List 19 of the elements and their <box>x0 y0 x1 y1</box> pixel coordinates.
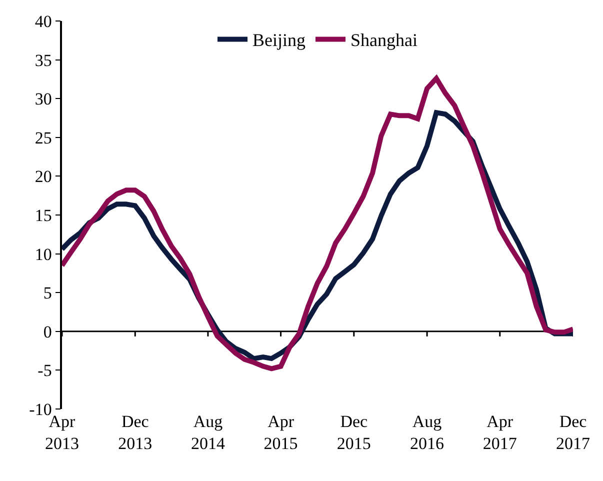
x-tick-label: Dec 2015 <box>336 412 371 454</box>
y-tick-label: 10 <box>34 244 52 264</box>
y-tick-label: -5 <box>38 361 52 380</box>
y-tick-label: 40 <box>34 12 52 31</box>
y-tick-label: 0 <box>43 322 52 342</box>
legend-label: Shanghai <box>350 30 418 50</box>
y-tick-label: 25 <box>34 128 52 148</box>
legend-label: Beijing <box>252 30 306 50</box>
x-tick-label: Apr 2015 <box>264 412 298 454</box>
y-tick-label: 15 <box>34 206 52 225</box>
x-tick-label: Dec 2013 <box>118 412 152 454</box>
y-tick-label: 20 <box>34 167 52 186</box>
x-tick-label: Aug 2014 <box>190 412 226 454</box>
x-tick-label: Aug 2016 <box>410 412 444 454</box>
y-tick-label: 5 <box>43 284 52 303</box>
x-tick-label: Dec 2017 <box>556 412 590 454</box>
x-tick-label: Apr 2017 <box>482 412 518 454</box>
y-tick-label: 30 <box>34 90 52 109</box>
y-tick-label: 35 <box>34 50 52 70</box>
